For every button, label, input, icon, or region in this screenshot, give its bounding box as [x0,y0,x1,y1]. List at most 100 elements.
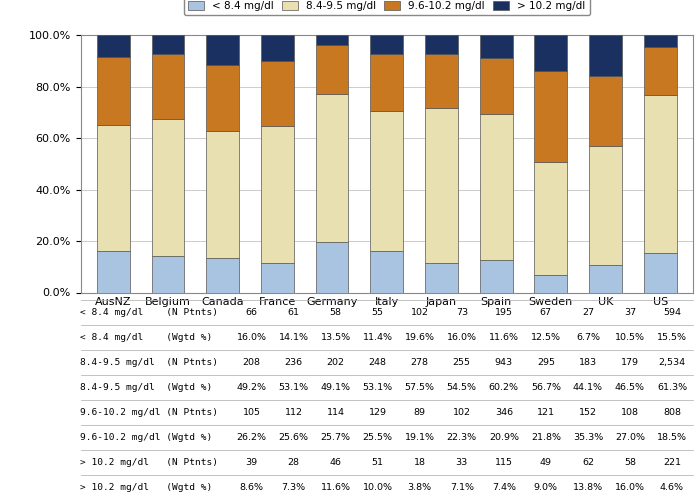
Bar [261,263,294,292]
Text: 25.5%: 25.5% [363,433,393,442]
Bar [534,36,567,71]
Text: 208: 208 [243,358,260,367]
Bar [206,258,239,292]
Bar [97,252,130,292]
Bar [534,275,567,292]
Text: 7.3%: 7.3% [281,483,306,492]
Text: 6.7%: 6.7% [576,333,600,342]
Text: 102: 102 [453,408,471,417]
Text: 62: 62 [582,458,594,467]
Bar [589,35,622,76]
Bar [97,35,130,57]
Text: 89: 89 [414,408,426,417]
Text: 2,534: 2,534 [659,358,685,367]
Text: 14.1%: 14.1% [279,333,309,342]
Text: 9.6-10.2 mg/dl (N Ptnts): 9.6-10.2 mg/dl (N Ptnts) [80,408,218,417]
Bar [534,71,567,162]
Bar [644,252,677,292]
Bar [261,61,294,126]
Text: 7.4%: 7.4% [492,483,516,492]
Bar [206,132,239,258]
Text: 49: 49 [540,458,552,467]
Text: 61.3%: 61.3% [657,383,687,392]
Bar [425,108,458,262]
Text: 114: 114 [327,408,344,417]
Text: 808: 808 [663,408,681,417]
Bar [206,65,239,132]
Text: 102: 102 [411,308,428,317]
Bar [480,35,512,58]
Bar [370,111,403,252]
Text: 58: 58 [330,308,342,317]
Text: 61: 61 [288,308,300,317]
Text: 129: 129 [369,408,386,417]
Text: 56.7%: 56.7% [531,383,561,392]
Bar [425,262,458,292]
Text: 28: 28 [288,458,300,467]
Text: 27: 27 [582,308,594,317]
Bar [97,124,130,252]
Text: 39: 39 [246,458,258,467]
Text: 25.7%: 25.7% [321,433,351,442]
Text: 121: 121 [537,408,555,417]
Bar [370,252,403,292]
Text: 346: 346 [495,408,513,417]
Text: 9.6-10.2 mg/dl (Wgtd %): 9.6-10.2 mg/dl (Wgtd %) [80,433,213,442]
Text: 22.3%: 22.3% [447,433,477,442]
Bar [261,126,294,263]
Bar [152,256,184,292]
Text: 9.0%: 9.0% [534,483,558,492]
Text: 67: 67 [540,308,552,317]
Text: 594: 594 [663,308,681,317]
Text: 37: 37 [624,308,636,317]
Text: 44.1%: 44.1% [573,383,603,392]
Bar [370,36,403,54]
Bar [261,35,294,61]
Legend: < 8.4 mg/dl, 8.4-9.5 mg/dl, 9.6-10.2 mg/dl, > 10.2 mg/dl: < 8.4 mg/dl, 8.4-9.5 mg/dl, 9.6-10.2 mg/… [184,0,589,15]
Bar [152,54,184,120]
Bar [589,266,622,292]
Bar [589,146,622,266]
Text: 221: 221 [663,458,681,467]
Bar [316,35,349,45]
Bar [152,34,184,54]
Text: 16.0%: 16.0% [615,483,645,492]
Bar [152,120,184,256]
Text: 46: 46 [330,458,342,467]
Text: 19.6%: 19.6% [405,333,435,342]
Text: 18.5%: 18.5% [657,433,687,442]
Text: 115: 115 [495,458,513,467]
Text: 16.0%: 16.0% [447,333,477,342]
Text: 26.2%: 26.2% [237,433,267,442]
Text: 35.3%: 35.3% [573,433,603,442]
Text: 15.5%: 15.5% [657,333,687,342]
Text: 195: 195 [495,308,513,317]
Text: 27.0%: 27.0% [615,433,645,442]
Text: 10.0%: 10.0% [363,483,393,492]
Bar [316,242,349,292]
Bar [644,47,677,94]
Text: 112: 112 [285,408,302,417]
Text: > 10.2 mg/dl   (Wgtd %): > 10.2 mg/dl (Wgtd %) [80,483,213,492]
Text: 8.4-9.5 mg/dl  (N Ptnts): 8.4-9.5 mg/dl (N Ptnts) [80,358,218,367]
Text: > 10.2 mg/dl   (N Ptnts): > 10.2 mg/dl (N Ptnts) [80,458,218,467]
Text: < 8.4 mg/dl    (Wgtd %): < 8.4 mg/dl (Wgtd %) [80,333,213,342]
Text: 53.1%: 53.1% [279,383,309,392]
Bar [480,58,512,114]
Text: 57.5%: 57.5% [405,383,435,392]
Text: 46.5%: 46.5% [615,383,645,392]
Text: 53.1%: 53.1% [363,383,393,392]
Text: 13.8%: 13.8% [573,483,603,492]
Text: 183: 183 [579,358,597,367]
Bar [316,45,349,94]
Text: 248: 248 [369,358,386,367]
Bar [316,94,349,242]
Bar [206,36,239,65]
Text: 54.5%: 54.5% [447,383,477,392]
Text: 202: 202 [327,358,344,367]
Bar [644,36,677,47]
Text: 11.6%: 11.6% [489,333,519,342]
Text: 25.6%: 25.6% [279,433,309,442]
Text: 11.4%: 11.4% [363,333,393,342]
Bar [97,57,130,124]
